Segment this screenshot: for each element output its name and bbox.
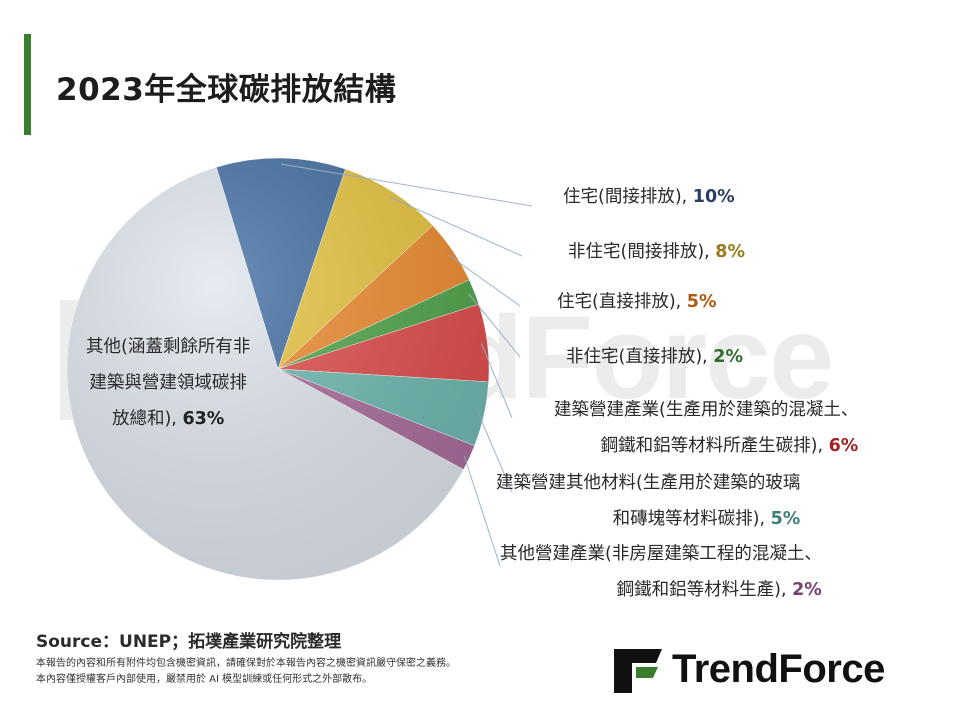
leader-line-7 (463, 455, 501, 567)
slice-label-4: 非住宅(直接排放), 2% (566, 339, 743, 375)
slice-label-text: 其他(涵蓋剩餘所有非 (86, 337, 251, 357)
slice-label-line: 建築與營建領域碳排 (86, 365, 250, 401)
slice-label-text: 建築與營建領域碳排 (89, 373, 247, 393)
slice-label-text: 非住宅(直接排放), (566, 347, 714, 367)
slice-label-8: 其他(涵蓋剩餘所有非 建築與營建領域碳排放總和), 63% (86, 329, 250, 437)
slice-percent-label: 10% (692, 187, 735, 207)
slice-label-1: 住宅(間接排放), 10% (563, 179, 735, 215)
disclaimer: 本報告的內容和所有附件均包含機密資訊，請確保對於本報告內容之機密資訊嚴守保密之義… (36, 656, 456, 688)
slice-label-text: 鋼鐵和鋁等材料生產), (616, 580, 793, 600)
title-accent-bar (24, 34, 31, 135)
disclaimer-line-1: 本報告的內容和所有附件均包含機密資訊，請確保對於本報告內容之機密資訊嚴守保密之義… (36, 658, 456, 669)
slice-percent-label: 63% (182, 409, 225, 429)
slice-label-line: 住宅(直接排放), 5% (557, 284, 717, 320)
source-note: Source：UNEP；拓墣產業研究院整理 (36, 632, 342, 652)
slice-label-line: 建築營建其他材料(生產用於建築的玻璃 (496, 465, 800, 501)
slice-percent-label: 5% (770, 509, 801, 529)
slice-label-line: 其他營建產業(非房屋建築工程的混凝土、 (500, 536, 822, 572)
slice-label-5: 建築營建產業(生產用於建築的混凝土、鋼鐵和鋁等材料所產生碳排), 6% (554, 392, 858, 464)
slice-label-text: 其他營建產業(非房屋建築工程的混凝土、 (500, 544, 822, 564)
slice-label-text: 放總和), (111, 409, 183, 429)
page-title: 2023年全球碳排放結構 (56, 72, 397, 108)
slice-percent-label: 5% (686, 292, 717, 312)
slice-percent-label: 6% (828, 436, 859, 456)
slice-label-3: 住宅(直接排放), 5% (557, 284, 717, 320)
slice-percent-label: 2% (792, 580, 822, 600)
slice-label-text: 住宅(直接排放), (557, 292, 687, 312)
slice-label-line: 鋼鐵和鋁等材料生產), 2% (500, 572, 822, 608)
slice-label-line: 住宅(間接排放), 10% (563, 179, 735, 215)
slice-label-line: 建築營建產業(生產用於建築的混凝土、 (554, 392, 858, 428)
disclaimer-line-2: 本內容僅授權客戶內部使用，嚴禁用於 AI 模型訓練或任何形式之外部散布。 (36, 674, 373, 685)
slice-label-line: 鋼鐵和鋁等材料所產生碳排), 6% (554, 428, 859, 464)
slice-label-line: 非住宅(直接排放), 2% (566, 339, 743, 375)
slice-label-line: 其他(涵蓋剩餘所有非 (86, 329, 250, 365)
slice-label-line: 非住宅(間接排放), 8% (568, 234, 745, 270)
slice-label-text: 非住宅(間接排放), (568, 242, 716, 262)
slice-label-line: 和磚塊等材料碳排), 5% (496, 501, 801, 537)
slice-label-text: 鋼鐵和鋁等材料所產生碳排), (600, 436, 829, 456)
slice-label-text: 和磚塊等材料碳排), (612, 509, 771, 529)
trendforce-logo-icon (614, 649, 662, 693)
slice-label-text: 建築營建其他材料(生產用於建築的玻璃 (496, 473, 801, 493)
logo-text: TrendForce (672, 647, 885, 691)
slice-label-text: 建築營建產業(生產用於建築的混凝土、 (554, 400, 859, 420)
slice-label-line: 放總和), 63% (86, 401, 250, 437)
slice-label-6: 建築營建其他材料(生產用於建築的玻璃和磚塊等材料碳排), 5% (496, 465, 800, 537)
slice-percent-label: 2% (713, 347, 743, 367)
slice-label-2: 非住宅(間接排放), 8% (568, 234, 745, 270)
slice-percent-label: 8% (715, 242, 745, 262)
slice-label-text: 住宅(間接排放), (563, 187, 693, 207)
trendforce-logo: TrendForce (612, 645, 932, 697)
slice-label-7: 其他營建產業(非房屋建築工程的混凝土、鋼鐵和鋁等材料生產), 2% (500, 536, 822, 608)
